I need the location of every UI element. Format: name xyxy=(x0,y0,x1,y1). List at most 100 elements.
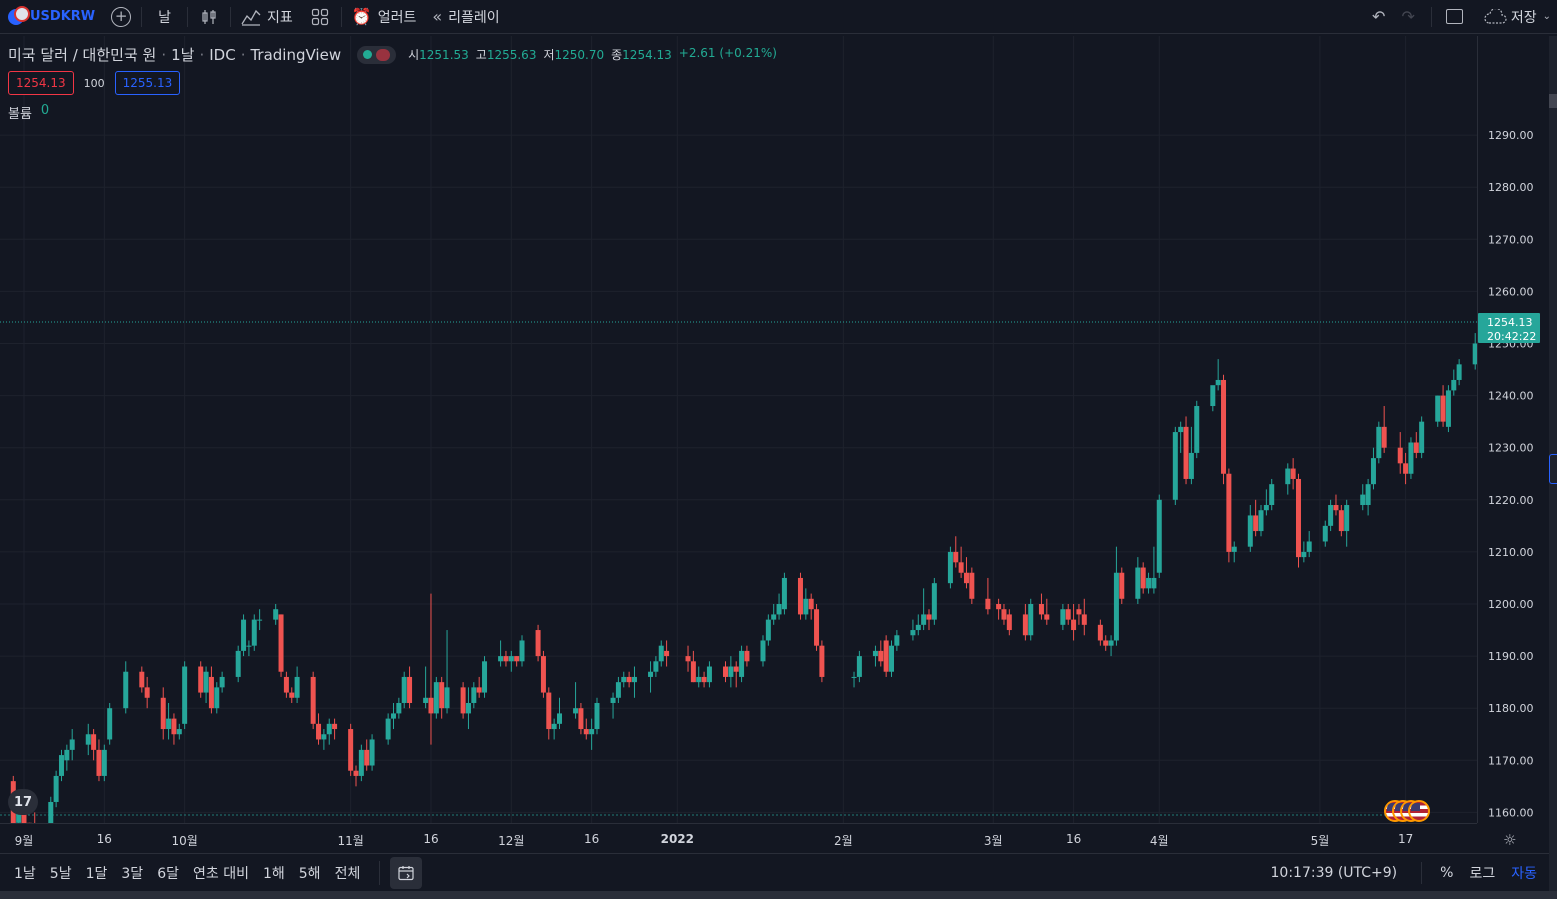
log-scale-toggle[interactable]: 로그 xyxy=(1469,865,1496,882)
candle-body xyxy=(610,697,616,703)
save-button[interactable]: 저장 xyxy=(1475,0,1541,34)
top-toolbar: USDKRW + 날 지표 ⏰ 얼러트 « xyxy=(0,0,1557,34)
candle xyxy=(1333,494,1339,516)
percent-scale-toggle[interactable]: % xyxy=(1440,864,1454,881)
candle xyxy=(1151,546,1157,594)
right-panel-handle[interactable] xyxy=(1549,94,1557,108)
save-menu-button[interactable]: ⌄ xyxy=(1541,0,1557,34)
layout-button[interactable] xyxy=(1434,0,1475,34)
candle xyxy=(369,734,375,771)
candle-body xyxy=(444,687,450,709)
range-6m-button[interactable]: 6달 xyxy=(157,865,179,882)
candle-body xyxy=(621,676,627,683)
candle-body xyxy=(958,562,964,573)
chevron-down-icon: ⌄ xyxy=(1542,11,1551,22)
candle-body xyxy=(765,619,771,641)
price-scale[interactable]: 1150.001160.001170.001180.001190.001200.… xyxy=(1477,36,1549,872)
candle-body xyxy=(1194,406,1200,453)
range-all-button[interactable]: 전체 xyxy=(334,865,361,882)
ohlc-change: +2.61 (+0.21%) xyxy=(678,46,777,60)
chart-pane[interactable] xyxy=(0,36,1477,823)
candle xyxy=(706,661,712,688)
chart-legend: 미국 달러 / 대한민국 원 · 1날 · IDC · TradingView … xyxy=(8,44,777,65)
range-1y-button[interactable]: 1해 xyxy=(262,865,285,882)
volume-legend[interactable]: 볼륨 0 xyxy=(8,103,49,122)
us-flag-icon[interactable] xyxy=(1408,800,1430,822)
templates-button[interactable] xyxy=(301,0,339,34)
indicators-button[interactable]: 지표 xyxy=(233,0,301,34)
candle xyxy=(91,729,97,761)
candle-body xyxy=(208,676,214,709)
candle-body xyxy=(631,676,637,683)
timezone-clock[interactable]: 10:17:39 (UTC+9) xyxy=(1270,864,1398,881)
range-3m-button[interactable]: 3달 xyxy=(121,865,144,882)
right-panel-marker[interactable] xyxy=(1549,454,1557,484)
legend-title[interactable]: 미국 달러 / 대한민국 원 xyxy=(8,46,157,64)
symbol-search[interactable]: USDKRW xyxy=(0,0,103,34)
buy-price-button[interactable]: 1255.13 xyxy=(114,71,181,95)
candle-body xyxy=(1028,604,1034,636)
candle xyxy=(1097,619,1103,646)
market-status-badge[interactable] xyxy=(357,45,397,64)
candle-body xyxy=(1108,640,1114,646)
candle-body xyxy=(1360,494,1366,506)
alert-button[interactable]: ⏰ 얼러트 xyxy=(344,0,425,34)
cloud-icon xyxy=(1484,8,1507,24)
ohlc-open: 시1251.53 xyxy=(408,48,469,62)
candle-body xyxy=(1231,546,1237,552)
chart-type-button[interactable] xyxy=(190,0,228,34)
time-scale[interactable]: 9월 16 10월 11월 16 12월 16 2022 2월 3월 16 4월 5월 17 xyxy=(0,823,1477,853)
candle-body xyxy=(1076,609,1082,615)
candle xyxy=(508,650,514,672)
candle-body xyxy=(701,676,707,683)
chart-canvas[interactable] xyxy=(0,36,1477,823)
candle xyxy=(385,713,391,745)
divider xyxy=(1430,6,1432,27)
candle xyxy=(578,702,584,735)
compare-button[interactable]: + xyxy=(103,0,139,34)
candle xyxy=(744,645,750,667)
legend-source: TradingView xyxy=(250,45,342,64)
range-1d-button[interactable]: 1날 xyxy=(14,865,36,882)
candle xyxy=(690,650,696,683)
candle-body xyxy=(760,640,766,662)
time-tick-label: 10월 xyxy=(171,834,198,848)
redo-button[interactable]: ↷ xyxy=(1393,0,1428,34)
range-1m-button[interactable]: 1달 xyxy=(85,865,108,882)
candle-body xyxy=(123,671,129,709)
candle-body xyxy=(508,656,514,662)
candle xyxy=(535,624,541,662)
undo-button[interactable]: ↶ xyxy=(1364,0,1393,34)
candle xyxy=(771,604,777,625)
tradingview-logo[interactable]: 17 xyxy=(8,789,38,815)
candle-body xyxy=(1172,432,1178,500)
price-tick-label: 1240.00 xyxy=(1488,390,1534,403)
candle xyxy=(664,640,670,667)
candle xyxy=(1140,562,1146,594)
candle xyxy=(251,614,257,651)
range-5y-button[interactable]: 5해 xyxy=(298,865,321,882)
ohlc-values: 시1251.53 고1255.63 저1250.70 종1254.13 +2.6… xyxy=(408,46,777,63)
replay-button[interactable]: « 리플레이 xyxy=(424,0,507,34)
range-5d-button[interactable]: 5날 xyxy=(49,865,72,882)
sell-price-button[interactable]: 1254.13 xyxy=(8,71,74,95)
candle xyxy=(1215,359,1221,391)
range-ytd-button[interactable]: 연초 대비 xyxy=(192,865,249,882)
bottom-edge xyxy=(0,891,1557,899)
auto-scale-toggle[interactable]: 자동 xyxy=(1511,865,1537,882)
candle-body xyxy=(1060,609,1066,625)
candle-body xyxy=(808,598,814,610)
settings-gear-icon[interactable]: ☼ xyxy=(1503,831,1517,849)
candle-body xyxy=(953,551,959,563)
candle-body xyxy=(1178,426,1184,433)
economic-events[interactable] xyxy=(1384,800,1432,822)
candle xyxy=(1231,541,1237,563)
candle-body xyxy=(273,609,279,620)
candle xyxy=(1188,426,1194,485)
candle-body xyxy=(1306,541,1312,552)
go-to-date-button[interactable] xyxy=(390,856,423,889)
candle xyxy=(1456,359,1462,386)
candle xyxy=(198,661,204,698)
interval-button[interactable]: 날 xyxy=(144,0,185,34)
